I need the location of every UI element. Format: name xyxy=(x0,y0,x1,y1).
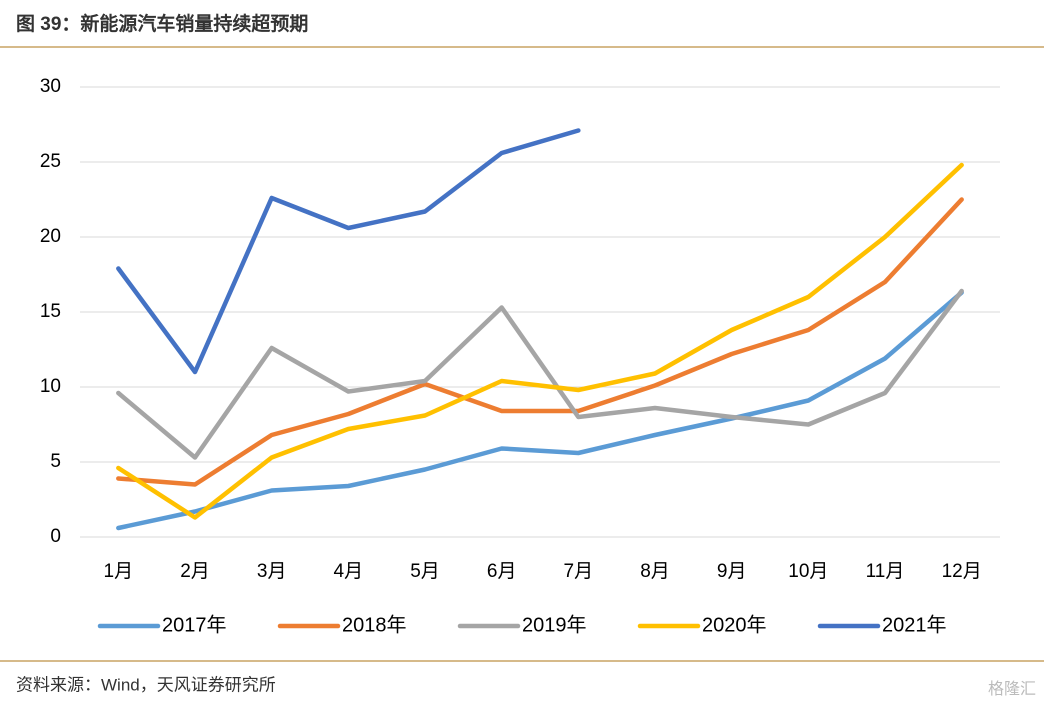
series-line xyxy=(116,162,964,520)
y-tick-label: 15 xyxy=(40,301,61,322)
x-tick-label: 9月 xyxy=(717,561,747,582)
series-line xyxy=(116,128,581,375)
x-tick-label: 2月 xyxy=(180,561,210,582)
watermark: 格隆汇 xyxy=(988,680,1036,698)
legend-label: 2019年 xyxy=(522,613,587,636)
x-tick-label: 6月 xyxy=(487,561,517,582)
legend-label: 2020年 xyxy=(702,613,767,636)
x-tick-label: 12月 xyxy=(942,561,982,582)
series-line xyxy=(116,197,964,487)
source: 资料来源：Wind，天风证券研究所 xyxy=(16,675,276,694)
x-tick-label: 1月 xyxy=(104,561,134,582)
x-tick-label: 3月 xyxy=(257,561,287,582)
x-tick-label: 10月 xyxy=(788,561,828,582)
legend-label: 2017年 xyxy=(162,613,227,636)
y-tick-label: 5 xyxy=(50,451,61,472)
legend-label: 2021年 xyxy=(882,613,947,636)
series-line xyxy=(116,290,964,531)
series-line xyxy=(116,288,964,460)
y-tick-label: 25 xyxy=(40,151,61,172)
x-tick-label: 8月 xyxy=(640,561,670,582)
x-tick-label: 4月 xyxy=(334,561,364,582)
legend-label: 2018年 xyxy=(342,613,407,636)
x-tick-label: 7月 xyxy=(564,561,594,582)
y-tick-label: 30 xyxy=(40,76,61,97)
x-tick-label: 11月 xyxy=(866,561,905,582)
y-tick-label: 20 xyxy=(40,226,61,247)
title: 图 39：新能源汽车销量持续超预期 xyxy=(16,12,308,35)
y-tick-label: 0 xyxy=(50,526,61,547)
plot: 0 5 10 15 20 25 30 1月 2月 3月 4月 5月 6月 7月 8月 9月 10月 11月 12月 2… xyxy=(40,76,1000,636)
y-tick-label: 10 xyxy=(40,376,61,397)
x-tick-label: 5月 xyxy=(410,561,440,582)
